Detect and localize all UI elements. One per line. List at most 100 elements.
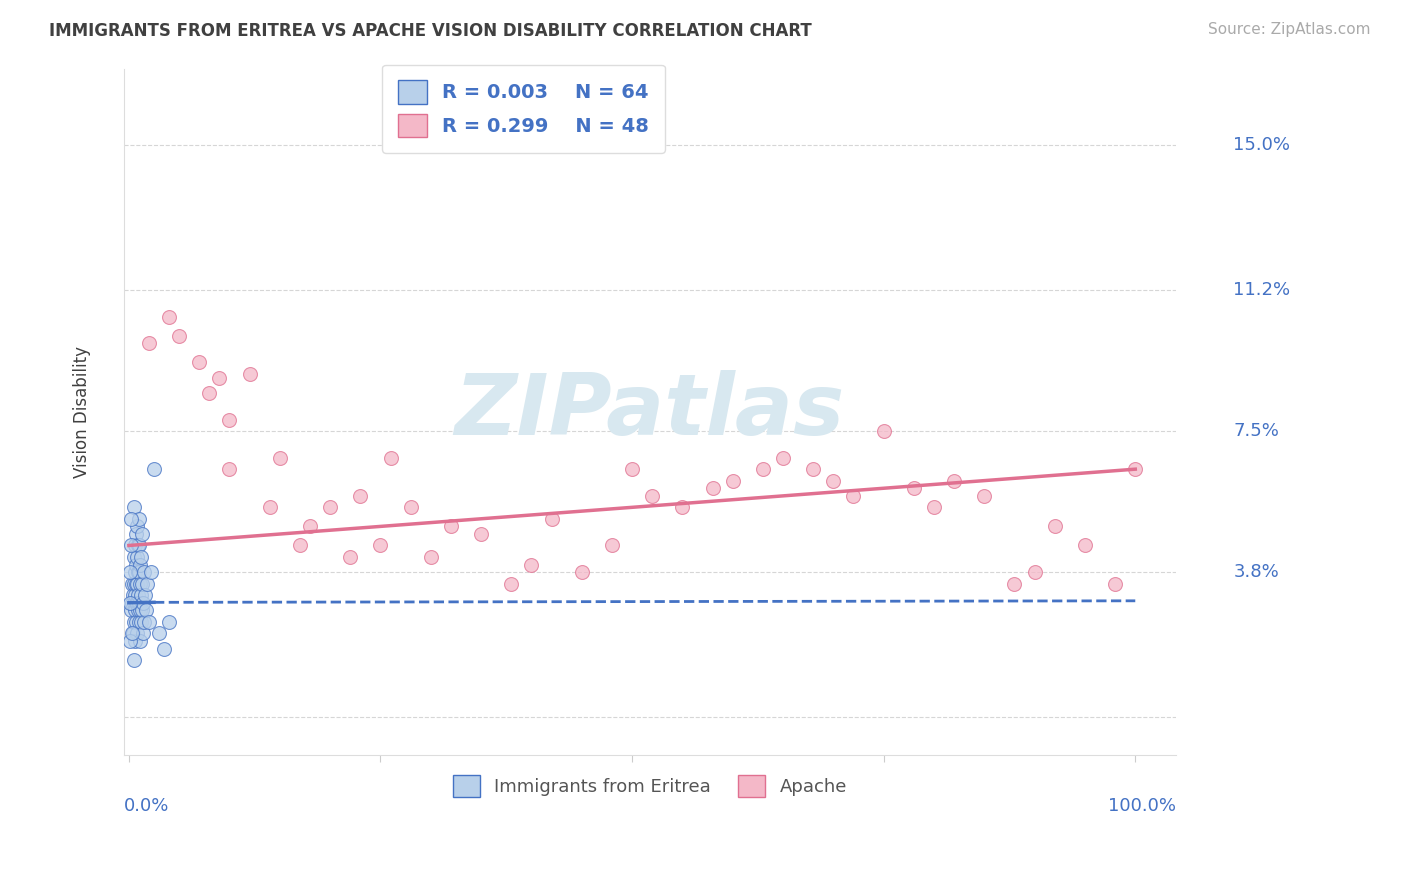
Point xyxy=(120,512,142,526)
Point xyxy=(127,603,149,617)
Point xyxy=(157,310,180,324)
Point xyxy=(122,615,145,629)
Point xyxy=(721,474,744,488)
Point xyxy=(218,412,240,426)
Text: 11.2%: 11.2% xyxy=(1233,281,1291,299)
Point xyxy=(127,588,149,602)
Text: 3.8%: 3.8% xyxy=(1233,563,1279,582)
Legend: Immigrants from Eritrea, Apache: Immigrants from Eritrea, Apache xyxy=(441,764,858,808)
Point xyxy=(136,576,159,591)
Point xyxy=(1043,519,1066,533)
Point xyxy=(121,576,143,591)
Point xyxy=(842,489,865,503)
Point xyxy=(122,549,145,564)
Point xyxy=(122,588,145,602)
Point xyxy=(349,489,371,503)
Point xyxy=(125,549,148,564)
Point xyxy=(973,489,995,503)
Point xyxy=(1024,565,1046,579)
Point xyxy=(470,527,492,541)
Point xyxy=(129,633,152,648)
Point xyxy=(339,549,361,564)
Point xyxy=(125,596,148,610)
Point xyxy=(540,512,562,526)
Point xyxy=(600,539,623,553)
Point xyxy=(153,641,176,656)
Point xyxy=(132,626,155,640)
Text: IMMIGRANTS FROM ERITREA VS APACHE VISION DISABILITY CORRELATION CHART: IMMIGRANTS FROM ERITREA VS APACHE VISION… xyxy=(49,22,811,40)
Point xyxy=(120,603,142,617)
Point xyxy=(903,481,925,495)
Point xyxy=(129,558,152,572)
Point xyxy=(129,588,152,602)
Point xyxy=(118,565,141,579)
Point xyxy=(118,633,141,648)
Text: 100.0%: 100.0% xyxy=(1108,797,1175,814)
Point xyxy=(943,474,966,488)
Point xyxy=(139,565,162,579)
Point xyxy=(399,500,422,515)
Point xyxy=(125,527,148,541)
Text: 7.5%: 7.5% xyxy=(1233,422,1279,440)
Point xyxy=(440,519,463,533)
Point xyxy=(128,539,150,553)
Point xyxy=(122,626,145,640)
Point xyxy=(124,539,146,553)
Point xyxy=(198,385,221,400)
Text: Vision Disability: Vision Disability xyxy=(73,346,91,478)
Point xyxy=(132,565,155,579)
Point xyxy=(380,450,402,465)
Point xyxy=(128,596,150,610)
Point xyxy=(1074,539,1097,553)
Point xyxy=(370,539,392,553)
Point xyxy=(1004,576,1026,591)
Point xyxy=(122,576,145,591)
Point xyxy=(135,603,157,617)
Point xyxy=(823,474,845,488)
Point xyxy=(131,603,153,617)
Point xyxy=(125,596,148,610)
Point xyxy=(131,527,153,541)
Point xyxy=(128,565,150,579)
Text: 0.0%: 0.0% xyxy=(124,797,169,814)
Point xyxy=(621,462,644,476)
Point xyxy=(132,596,155,610)
Point xyxy=(298,519,321,533)
Point xyxy=(125,626,148,640)
Point xyxy=(501,576,523,591)
Point xyxy=(188,355,211,369)
Point xyxy=(148,626,170,640)
Point xyxy=(132,615,155,629)
Point xyxy=(124,603,146,617)
Point xyxy=(125,576,148,591)
Point xyxy=(125,558,148,572)
Point xyxy=(1123,462,1146,476)
Point xyxy=(124,565,146,579)
Point xyxy=(872,424,894,438)
Point xyxy=(167,328,190,343)
Point xyxy=(208,370,231,384)
Point xyxy=(129,615,152,629)
Point xyxy=(122,596,145,610)
Point xyxy=(671,500,693,515)
Point xyxy=(138,615,160,629)
Point xyxy=(124,633,146,648)
Point xyxy=(239,367,262,381)
Point xyxy=(127,565,149,579)
Point xyxy=(772,450,794,465)
Point xyxy=(125,519,148,533)
Point xyxy=(121,596,143,610)
Point xyxy=(143,462,166,476)
Point xyxy=(128,512,150,526)
Text: Source: ZipAtlas.com: Source: ZipAtlas.com xyxy=(1208,22,1371,37)
Point xyxy=(702,481,724,495)
Point xyxy=(752,462,775,476)
Point xyxy=(121,626,143,640)
Point xyxy=(1104,576,1126,591)
Point xyxy=(125,576,148,591)
Point xyxy=(128,615,150,629)
Point xyxy=(319,500,342,515)
Point xyxy=(129,549,152,564)
Point xyxy=(218,462,240,476)
Point xyxy=(129,576,152,591)
